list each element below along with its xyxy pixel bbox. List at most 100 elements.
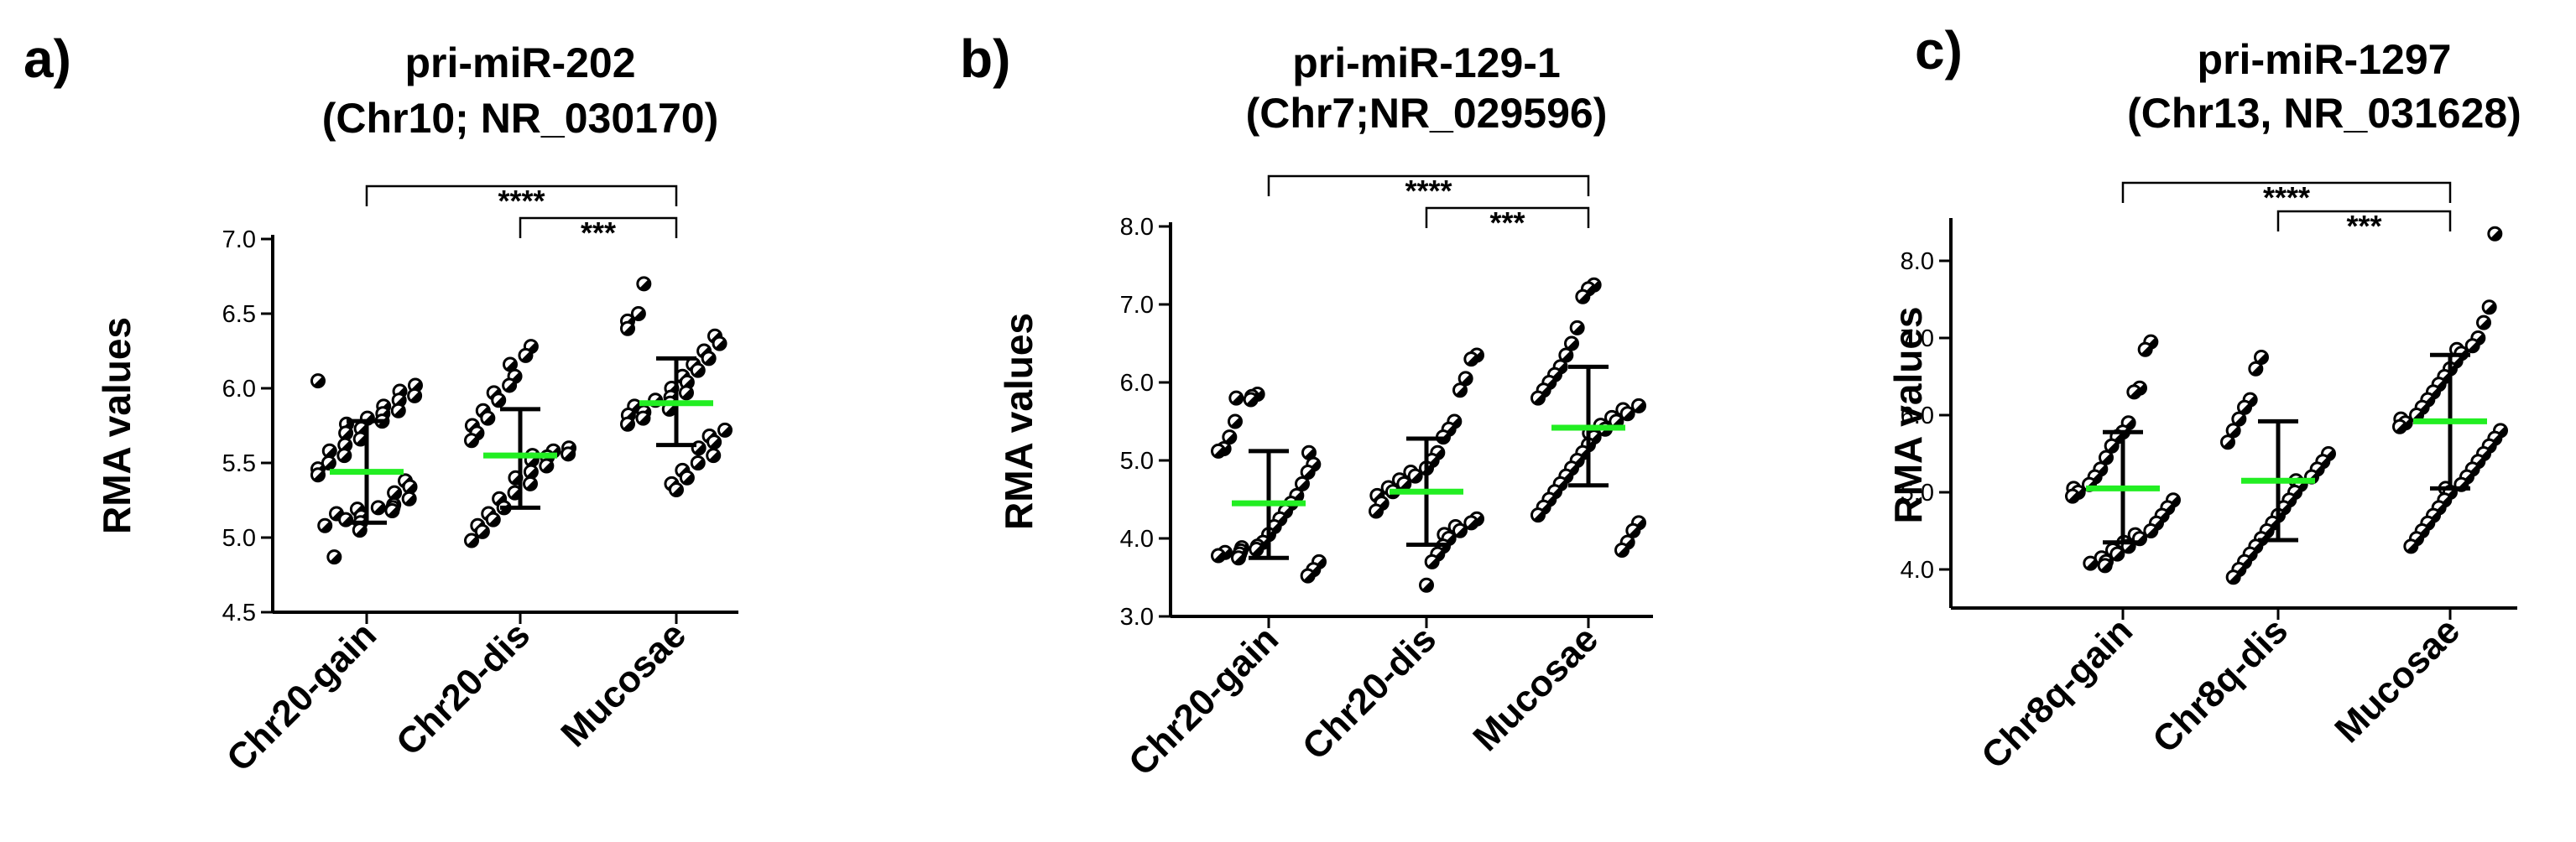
- data-point: [401, 491, 417, 507]
- data-point: [336, 448, 352, 464]
- data-point-fill: [2485, 302, 2496, 314]
- data-point: [707, 434, 722, 450]
- data-point: [1211, 443, 1226, 459]
- data-point: [370, 500, 386, 516]
- data-point: [2225, 569, 2241, 585]
- data-point: [2237, 399, 2252, 415]
- data-point-fill: [2256, 352, 2268, 364]
- y-tick-label: 6.0: [1120, 370, 1154, 397]
- data-point-fill: [715, 339, 727, 351]
- data-point: [464, 433, 479, 449]
- data-point-fill: [1232, 393, 1243, 405]
- data-point-fill: [467, 435, 478, 447]
- data-point-fill: [325, 446, 336, 458]
- y-tick-label: 8.0: [1120, 214, 1154, 241]
- data-point: [717, 422, 733, 438]
- y-tick-label: 5.5: [222, 450, 256, 477]
- data-point: [407, 387, 423, 403]
- data-point-fill: [1233, 553, 1245, 564]
- data-point-fill: [1461, 374, 1473, 385]
- data-point-fill: [1427, 557, 1439, 569]
- chart-panel-a: a) pri-miR-202 (Chr10; NR_030170) RMA value…: [23, 29, 738, 780]
- panel-letter: b): [960, 29, 1010, 89]
- data-point-fill: [409, 391, 421, 403]
- data-point-fill: [693, 458, 705, 470]
- y-tick-label: 4.5: [222, 600, 256, 626]
- data-point-fill: [1467, 354, 1478, 366]
- group-mucosae: [620, 276, 733, 498]
- data-point: [2225, 423, 2241, 439]
- data-point: [390, 403, 406, 418]
- data-point-fill: [504, 381, 516, 392]
- data-point: [384, 502, 400, 518]
- data-point-fill: [525, 479, 537, 491]
- data-point: [338, 425, 354, 441]
- data-point-fill: [356, 434, 368, 446]
- data-point-fill: [1304, 448, 1316, 460]
- data-point-fill: [1213, 446, 1225, 458]
- group-mucosae: [1530, 277, 1646, 558]
- data-point: [2403, 538, 2419, 554]
- group-chr20-dis: [464, 339, 576, 548]
- data-point-fill: [526, 467, 538, 479]
- x-category-label: Chr20-gain: [219, 614, 384, 779]
- y-tick-label: 4.0: [1901, 557, 1934, 584]
- data-point: [701, 351, 717, 366]
- chart-subtitle: (Chr10; NR_030170): [322, 95, 718, 142]
- y-tick-label: 6.0: [1901, 403, 1934, 429]
- data-point-fill: [1629, 526, 1640, 538]
- data-point: [464, 533, 479, 548]
- data-point-fill: [1303, 571, 1315, 583]
- data-point-fill: [1371, 507, 1383, 517]
- y-tick-label: 6.5: [222, 301, 256, 328]
- data-point-fill: [2141, 345, 2152, 356]
- data-point: [679, 385, 694, 401]
- data-point: [1631, 398, 1646, 413]
- y-tick-label: 7.0: [222, 226, 256, 253]
- y-axis-label: RMA values: [1886, 306, 1930, 523]
- data-point: [1625, 522, 1641, 538]
- data-point-fill: [1252, 544, 1263, 556]
- data-point: [1575, 288, 1591, 304]
- data-point: [1619, 406, 1635, 422]
- data-point-fill: [639, 413, 649, 425]
- significance-label: ***: [2346, 209, 2381, 243]
- data-point-fill: [388, 506, 399, 517]
- data-point-fill: [2395, 422, 2407, 434]
- data-point: [1369, 503, 1384, 519]
- data-point-fill: [671, 485, 683, 496]
- data-point-fill: [2101, 453, 2113, 465]
- data-point: [1558, 347, 1574, 363]
- significance-bracket: [519, 216, 678, 238]
- group-chr8q-gain: [2065, 334, 2181, 574]
- data-point-fill: [709, 437, 721, 449]
- significance-bracket: [2276, 210, 2452, 231]
- data-point-fill: [1303, 467, 1315, 479]
- data-point: [1228, 390, 1244, 406]
- significance-label: ***: [1489, 205, 1525, 240]
- data-point: [523, 476, 538, 491]
- data-point: [507, 368, 523, 384]
- data-point: [620, 416, 635, 432]
- data-point-fill: [394, 406, 405, 418]
- data-point-fill: [340, 450, 351, 462]
- data-point-fill: [320, 521, 331, 533]
- data-point: [1231, 550, 1246, 566]
- data-point: [2143, 523, 2159, 538]
- group-chr20-gain: [1211, 386, 1327, 584]
- group-mucosae: [2392, 226, 2508, 554]
- chart-subtitle: (Chr13, NR_031628): [2127, 90, 2521, 137]
- data-point: [2083, 555, 2099, 571]
- x-category-label: Chr20-gain: [1121, 618, 1286, 783]
- group-chr20-dis: [1369, 347, 1484, 593]
- data-point-fill: [404, 494, 416, 506]
- data-point-fill: [2068, 491, 2079, 503]
- chart-title: pri-miR-129-1: [1292, 39, 1561, 86]
- significance-label: ****: [1405, 174, 1452, 208]
- data-point: [679, 470, 695, 486]
- significance-label: ***: [581, 216, 616, 250]
- data-point-fill: [634, 309, 645, 320]
- data-point-fill: [2229, 572, 2240, 584]
- data-point-fill: [708, 450, 720, 462]
